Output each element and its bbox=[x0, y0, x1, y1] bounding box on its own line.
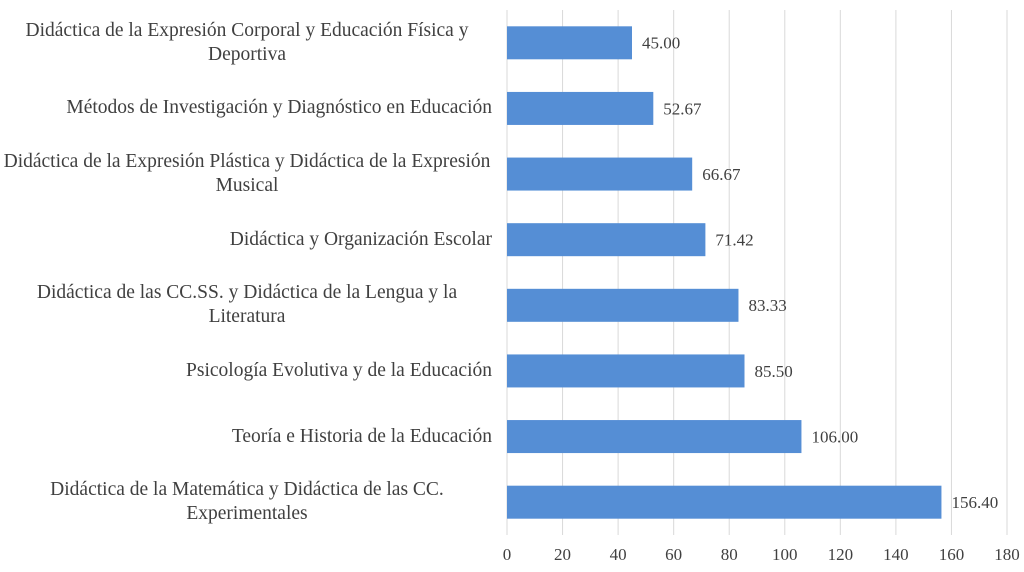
y-tick-label: Psicología Evolutiva y de la Educación bbox=[186, 359, 492, 381]
data-label: 71.42 bbox=[715, 231, 753, 250]
category-row: Teoría e Historia de la Educación bbox=[0, 407, 492, 467]
bar bbox=[507, 223, 706, 257]
category-row: Psicología Evolutiva y de la Educación bbox=[0, 341, 492, 401]
data-label: 106.00 bbox=[811, 427, 858, 446]
category-row: Didáctica de la Expresión Corporal y Edu… bbox=[0, 13, 492, 73]
x-tick-label: 140 bbox=[883, 545, 909, 564]
y-tick-label: Didáctica y Organización Escolar bbox=[229, 228, 492, 250]
x-tick-label: 180 bbox=[994, 545, 1020, 564]
x-tick-label: 80 bbox=[721, 545, 738, 564]
data-label: 45.00 bbox=[642, 34, 680, 53]
bar bbox=[507, 26, 632, 60]
data-label: 52.67 bbox=[663, 99, 702, 118]
x-tick-label: 40 bbox=[610, 545, 627, 564]
y-tick-label: Teoría e Historia de la Educación bbox=[231, 425, 492, 447]
bar bbox=[507, 288, 739, 322]
data-label: 83.33 bbox=[748, 296, 786, 315]
category-row: Didáctica de las CC.SS. y Didáctica de l… bbox=[0, 275, 492, 335]
bar bbox=[507, 354, 745, 388]
x-tick-label: 20 bbox=[554, 545, 571, 564]
data-label: 66.67 bbox=[702, 165, 741, 184]
category-row: Métodos de Investigación y Diagnóstico e… bbox=[0, 78, 492, 138]
bar bbox=[507, 420, 802, 454]
y-tick-label: Didáctica de la Expresión Corporal y Edu… bbox=[25, 19, 469, 65]
data-label: 156.40 bbox=[951, 493, 998, 512]
x-tick-label: 100 bbox=[772, 545, 798, 564]
bar bbox=[507, 91, 654, 125]
category-row: Didáctica y Organización Escolar bbox=[0, 210, 492, 270]
category-row: Didáctica de la Matemática y Didáctica d… bbox=[0, 472, 492, 532]
x-tick-label: 120 bbox=[828, 545, 854, 564]
y-tick-label: Didáctica de la Expresión Plástica y Did… bbox=[3, 151, 491, 197]
y-tick-label: Didáctica de la Matemática y Didáctica d… bbox=[50, 479, 444, 525]
x-tick-label: 60 bbox=[665, 545, 682, 564]
x-tick-label: 0 bbox=[503, 545, 512, 564]
y-tick-label: Métodos de Investigación y Diagnóstico e… bbox=[66, 97, 492, 119]
data-label: 85.50 bbox=[755, 362, 793, 381]
x-tick-label: 160 bbox=[939, 545, 965, 564]
category-row: Didáctica de la Expresión Plástica y Did… bbox=[0, 144, 492, 204]
y-tick-label: Didáctica de las CC.SS. y Didáctica de l… bbox=[36, 282, 458, 328]
bar bbox=[507, 485, 942, 519]
bar bbox=[507, 157, 693, 191]
